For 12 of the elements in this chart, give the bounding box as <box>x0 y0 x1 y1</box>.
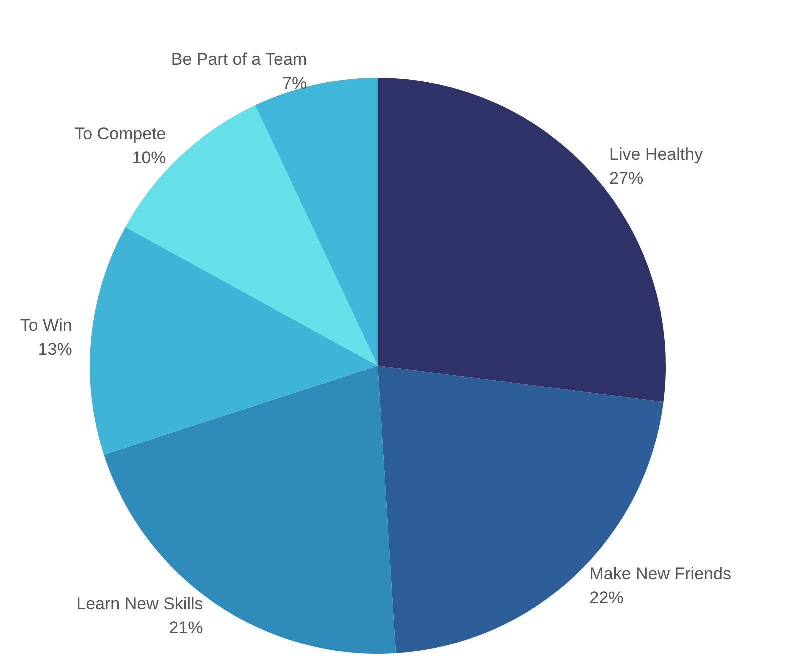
data-label: 22% <box>590 588 624 608</box>
slice-label: To Compete <box>74 124 166 144</box>
data-label: 10% <box>132 148 166 168</box>
slice-label: Be Part of a Team <box>171 50 308 69</box>
slice-label: Live Healthy <box>610 144 704 164</box>
data-label: 13% <box>38 340 72 360</box>
data-label: 21% <box>169 618 204 638</box>
slice-label: Learn New Skills <box>76 594 204 614</box>
slice-label: To Win <box>20 316 72 336</box>
data-label: 27% <box>610 168 644 188</box>
data-label: 7% <box>282 74 308 93</box>
slice-label: Make New Friends <box>590 564 732 584</box>
